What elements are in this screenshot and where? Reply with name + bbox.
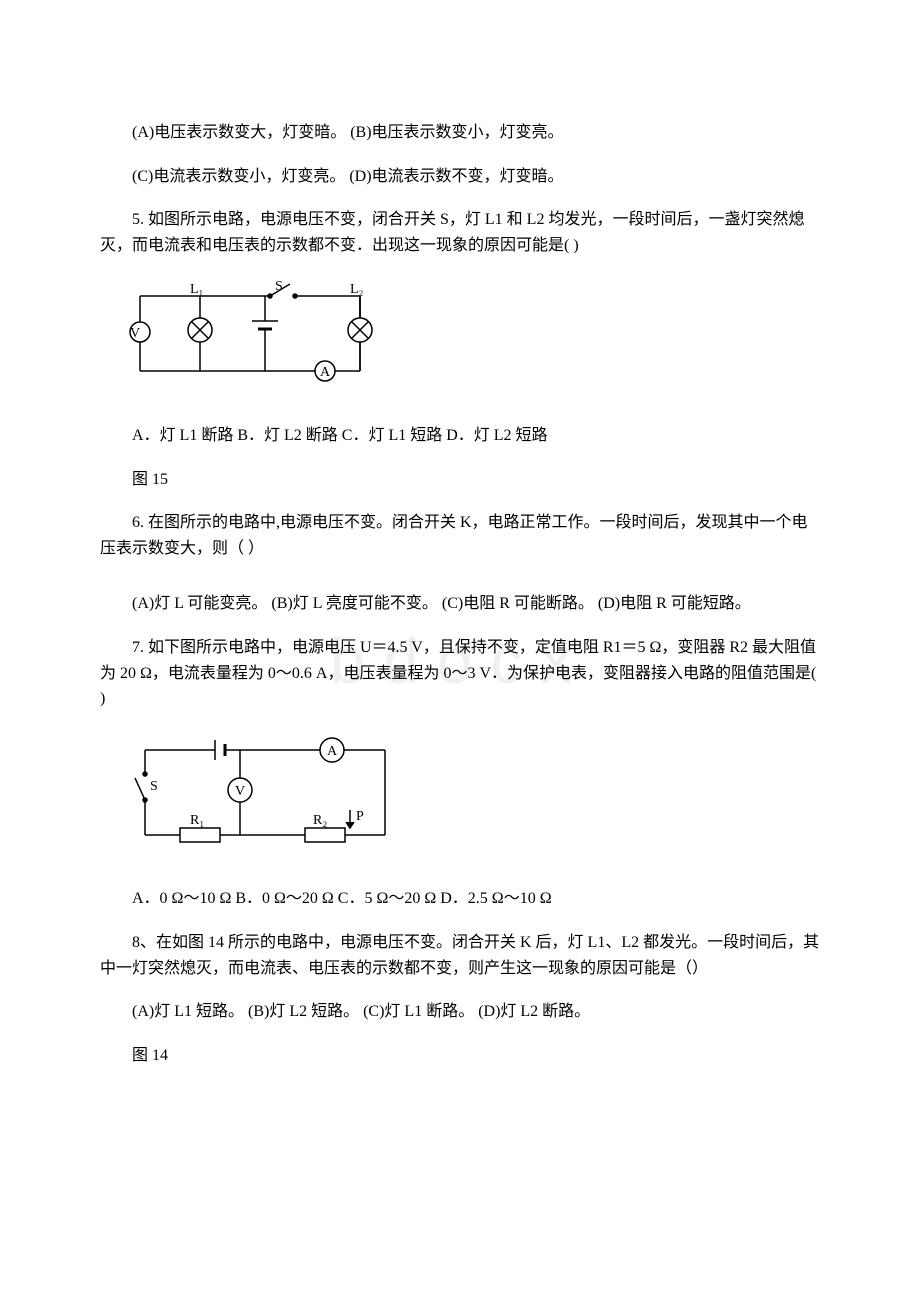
fig5-label-v: V [130,326,140,341]
fig7-label-r2: R₂ [313,813,327,828]
fig7-label-p: P [356,809,364,824]
q8-text: 8、在如图 14 所示的电路中，电源电压不变。闭合开关 K 后，灯 L1、L2 … [100,930,820,981]
q5-options: A．灯 L1 断路 B．灯 L2 断路 C．灯 L1 短路 D．灯 L2 短路 [100,423,820,449]
q4-options-cd: (C)电流表示数变小，灯变亮。 (D)电流表示数不变，灯变暗。 [100,164,820,190]
q7-circuit-figure: S V A R₁ R₂ P [120,730,820,869]
q5-circuit-figure: L₁ S L₂ V A [120,276,820,405]
fig7-label-a: A [327,744,338,759]
q8-caption: 图 14 [100,1043,820,1069]
fig5-label-s: S [275,279,283,294]
q7-text: 7. 如下图所示电路中，电源电压 U＝4.5 V，且保持不变，定值电阻 R1＝5… [100,635,820,712]
fig5-label-l2: L₂ [350,282,364,297]
q6-text: 6. 在图所示的电路中,电源电压不变。闭合开关 K，电路正常工作。一段时间后，发… [100,510,820,561]
fig7-label-s: S [150,779,158,794]
q8-options: (A)灯 L1 短路。 (B)灯 L2 短路。 (C)灯 L1 断路。 (D)灯… [100,999,820,1025]
q6-options: (A)灯 L 可能变亮。 (B)灯 L 亮度可能不变。 (C)电阻 R 可能断路… [100,591,820,617]
q5-text: 5. 如图所示电路，电源电压不变，闭合开关 S，灯 L1 和 L2 均发光，一段… [100,207,820,258]
fig7-label-v: V [235,784,245,799]
q5-caption: 图 15 [100,467,820,493]
q7-options: A．0 Ω～10 Ω B．0 Ω～20 Ω C．5 Ω～20 Ω D．2.5 Ω… [100,886,820,912]
q4-options-ab: (A)电压表示数变大，灯变暗。 (B)电压表示数变小，灯变亮。 [100,120,820,146]
fig5-label-l1: L₁ [190,282,203,297]
fig7-label-r1: R₁ [190,813,204,828]
fig5-label-a: A [320,365,331,380]
